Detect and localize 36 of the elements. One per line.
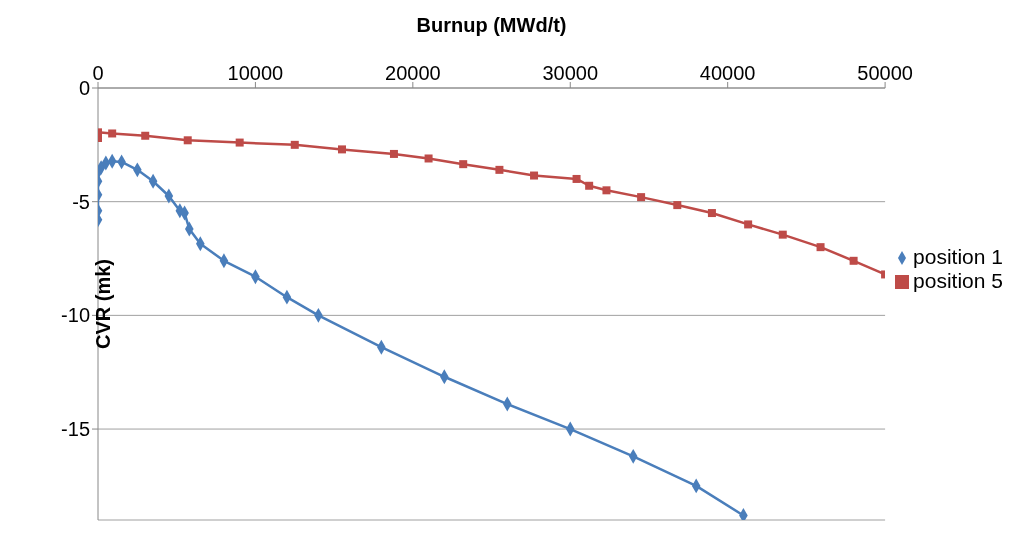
x-tick-label: 0 xyxy=(92,62,104,84)
x-tick-label: 30000 xyxy=(542,62,599,84)
point xyxy=(739,508,748,520)
point xyxy=(389,149,398,158)
y-tick-label: -15 xyxy=(61,418,90,441)
x-tick-label: 50000 xyxy=(857,62,913,84)
point xyxy=(778,230,787,239)
point xyxy=(530,171,539,180)
point xyxy=(338,145,346,154)
point xyxy=(235,138,244,147)
point xyxy=(744,220,753,229)
point xyxy=(572,174,581,183)
point xyxy=(495,165,504,174)
y-axis-title: CVR (mk) xyxy=(92,258,115,350)
x-tick-label: 10000 xyxy=(227,62,284,84)
point xyxy=(141,131,150,140)
point xyxy=(108,129,117,138)
x-tick-label: 40000 xyxy=(699,62,756,84)
point xyxy=(816,243,825,252)
point xyxy=(707,209,716,218)
point xyxy=(183,136,192,145)
y-tick-label: -10 xyxy=(61,304,90,327)
legend-label: position 5 xyxy=(913,269,1003,292)
x-tick-label: 20000 xyxy=(385,62,441,84)
y-tick-label: 0 xyxy=(78,77,90,100)
legend-label: position 1 xyxy=(913,245,1003,268)
x-axis-title: Burnup (MWd/t) xyxy=(416,14,567,37)
point xyxy=(424,154,433,163)
point xyxy=(290,140,299,149)
point xyxy=(459,160,468,169)
point xyxy=(637,193,646,202)
point xyxy=(585,181,594,190)
point xyxy=(673,201,682,210)
point xyxy=(849,256,858,265)
y-tick-label: -5 xyxy=(72,190,90,213)
point xyxy=(602,186,611,195)
